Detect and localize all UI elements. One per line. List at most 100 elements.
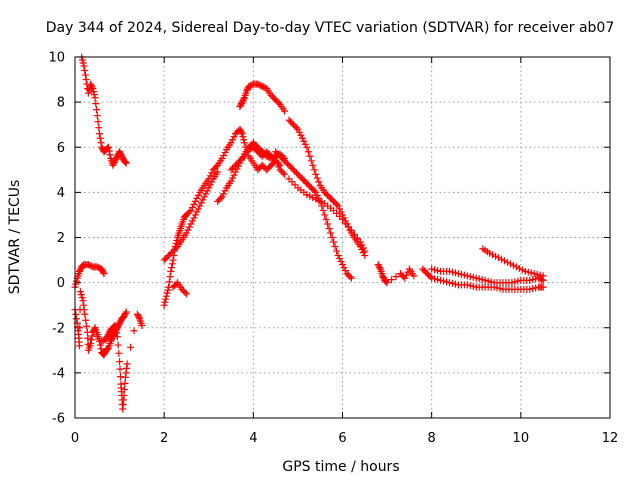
data-point <box>229 164 237 172</box>
data-point <box>350 230 358 238</box>
data-point <box>239 133 247 141</box>
data-point <box>333 200 341 208</box>
y-tick-label: 0 <box>57 276 65 291</box>
data-point <box>423 270 431 278</box>
data-point <box>110 160 118 168</box>
y-tick-label: 4 <box>57 186 65 201</box>
data-point <box>327 229 335 237</box>
data-point <box>328 234 336 241</box>
data-point <box>160 256 168 264</box>
data-point <box>191 211 199 219</box>
data-point <box>238 98 246 106</box>
data-point <box>229 136 237 144</box>
y-tick-labels: -6 -4 -2 0 2 4 6 8 10 <box>48 51 65 427</box>
data-point <box>72 315 80 323</box>
data-point <box>171 282 179 290</box>
data-point <box>199 196 207 204</box>
data-point <box>472 274 480 282</box>
data-point <box>382 277 390 285</box>
data-point <box>99 268 107 276</box>
data-point <box>269 154 277 162</box>
data-point <box>312 188 320 196</box>
data-point <box>291 167 299 175</box>
data-point <box>325 193 333 201</box>
data-point <box>237 101 245 109</box>
data-point <box>286 118 294 126</box>
data-point <box>76 288 84 296</box>
data-point <box>113 154 121 162</box>
data-point <box>492 252 500 260</box>
data-point <box>93 106 101 114</box>
data-point <box>197 199 205 207</box>
data-point <box>346 226 354 234</box>
data-point <box>87 336 95 344</box>
data-point <box>481 276 489 284</box>
data-point <box>306 182 314 190</box>
data-point <box>322 190 330 198</box>
data-point <box>281 107 289 115</box>
data-point <box>536 271 544 279</box>
y-tick-label: -4 <box>52 366 65 381</box>
data-point <box>318 198 326 206</box>
data-point <box>229 174 237 182</box>
data-point <box>313 174 321 182</box>
data-point <box>232 161 239 169</box>
data-point <box>343 220 351 228</box>
data-point <box>165 278 173 286</box>
data-point <box>236 125 244 133</box>
data-point <box>526 276 534 284</box>
data-point <box>309 194 317 202</box>
data-point <box>285 175 293 183</box>
data-point <box>116 318 124 326</box>
data-point <box>301 178 309 186</box>
data-point <box>193 208 201 216</box>
data-point <box>113 333 121 341</box>
data-point <box>121 158 129 166</box>
data-point <box>240 136 248 144</box>
data-point <box>431 266 439 274</box>
x-tick-labels: 0 2 4 6 8 10 12 <box>71 431 618 446</box>
data-point <box>341 219 349 227</box>
data-point <box>104 345 112 353</box>
data-point <box>324 220 332 228</box>
data-point <box>532 284 540 292</box>
data-point <box>301 140 309 148</box>
data-point <box>266 163 274 171</box>
data-point <box>169 256 177 264</box>
x-tick-label: 4 <box>249 431 257 446</box>
data-point <box>503 258 511 266</box>
data-point <box>135 313 143 321</box>
data-point <box>399 273 407 281</box>
data-point <box>99 337 107 345</box>
data-point <box>316 197 324 205</box>
data-point <box>267 152 275 160</box>
data-point <box>116 373 124 381</box>
data-point <box>291 122 299 130</box>
data-point <box>161 298 169 306</box>
data-point <box>181 288 189 296</box>
data-point <box>361 247 369 255</box>
data-point <box>273 149 281 157</box>
data-point <box>94 118 102 126</box>
data-point <box>263 148 271 156</box>
data-point <box>275 151 283 159</box>
data-point <box>337 258 345 266</box>
data-point <box>524 268 532 276</box>
data-point <box>330 197 338 205</box>
data-point <box>168 260 176 268</box>
data-point <box>227 166 235 174</box>
data-point <box>486 249 494 257</box>
data-point <box>178 285 186 293</box>
data-point <box>92 100 100 108</box>
data-point <box>111 328 119 336</box>
data-point <box>122 309 130 317</box>
data-point <box>245 146 253 154</box>
data-point <box>80 62 88 70</box>
series-track-b <box>71 261 108 291</box>
data-point <box>103 334 111 342</box>
data-point <box>230 163 238 171</box>
data-point <box>359 244 367 252</box>
data-point <box>396 270 404 278</box>
data-point <box>214 197 222 205</box>
